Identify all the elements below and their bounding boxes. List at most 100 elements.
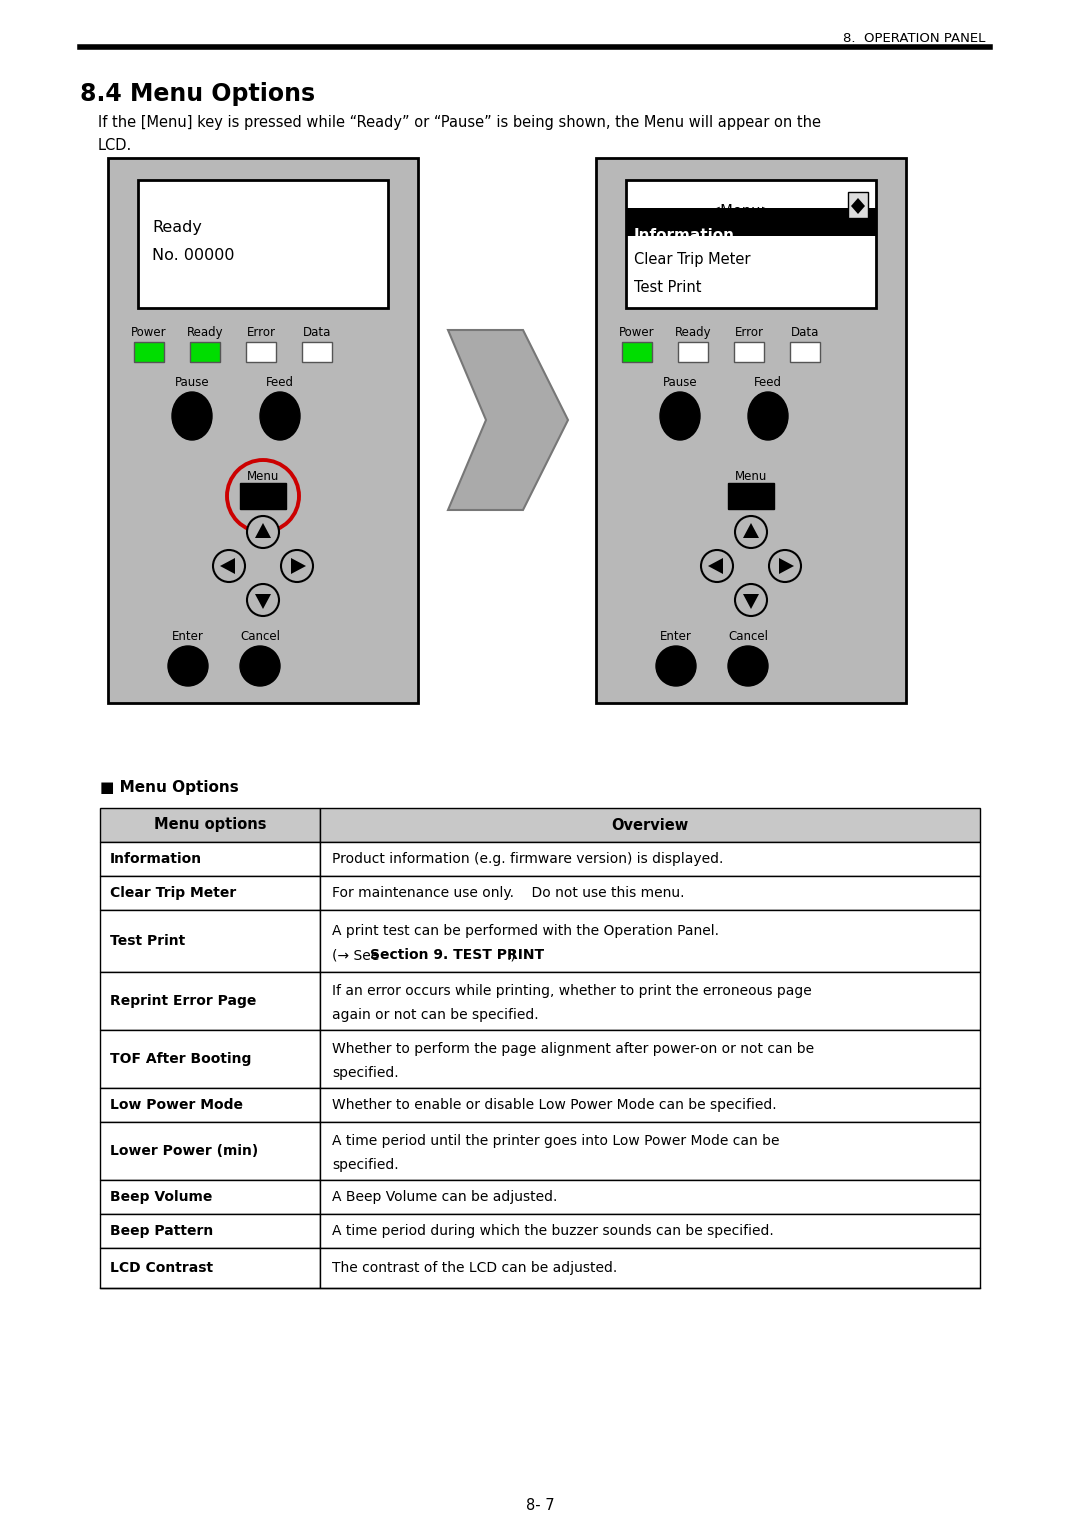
Polygon shape xyxy=(291,558,306,575)
Text: 8- 7: 8- 7 xyxy=(526,1497,554,1513)
Text: LCD Contrast: LCD Contrast xyxy=(110,1261,213,1274)
Bar xyxy=(320,1030,980,1088)
Text: A time period until the printer goes into Low Power Mode can be: A time period until the printer goes int… xyxy=(332,1134,780,1149)
Text: Data: Data xyxy=(791,325,820,339)
Circle shape xyxy=(240,646,280,686)
Bar xyxy=(320,876,980,911)
Text: No. 00000: No. 00000 xyxy=(152,248,234,263)
Bar xyxy=(100,1215,320,1248)
Bar xyxy=(626,208,876,235)
Text: Menu: Menu xyxy=(734,471,767,483)
Text: Section 9. TEST PRINT: Section 9. TEST PRINT xyxy=(370,949,544,963)
Text: Ready: Ready xyxy=(152,220,202,235)
Circle shape xyxy=(728,646,768,686)
Text: again or not can be specified.: again or not can be specified. xyxy=(332,1007,539,1022)
Text: Error: Error xyxy=(734,325,764,339)
Text: 8.  OPERATION PANEL: 8. OPERATION PANEL xyxy=(842,32,985,44)
Bar xyxy=(678,342,708,362)
Bar xyxy=(240,483,286,509)
Polygon shape xyxy=(779,558,794,575)
Text: Beep Pattern: Beep Pattern xyxy=(110,1224,213,1238)
Text: Error: Error xyxy=(246,325,275,339)
Bar xyxy=(138,180,388,309)
Bar xyxy=(848,193,868,219)
Circle shape xyxy=(247,516,279,549)
Ellipse shape xyxy=(260,393,300,440)
Bar xyxy=(100,1088,320,1122)
Text: Cancel: Cancel xyxy=(728,630,768,643)
Polygon shape xyxy=(851,199,865,206)
Ellipse shape xyxy=(172,393,212,440)
Bar xyxy=(320,972,980,1030)
Polygon shape xyxy=(743,523,759,538)
Text: Information: Information xyxy=(634,228,735,243)
Text: (→ See: (→ See xyxy=(332,949,383,963)
Text: For maintenance use only.    Do not use this menu.: For maintenance use only. Do not use thi… xyxy=(332,886,685,900)
Text: Power: Power xyxy=(619,325,654,339)
Text: Pause: Pause xyxy=(663,376,698,390)
Text: A time period during which the buzzer sounds can be specified.: A time period during which the buzzer so… xyxy=(332,1224,773,1238)
Bar xyxy=(728,483,774,509)
Text: Feed: Feed xyxy=(266,376,294,390)
Text: TOF After Booting: TOF After Booting xyxy=(110,1051,252,1067)
Text: Test Print: Test Print xyxy=(110,934,186,947)
Text: Feed: Feed xyxy=(754,376,782,390)
Circle shape xyxy=(656,646,696,686)
Text: ■ Menu Options: ■ Menu Options xyxy=(100,779,239,795)
Bar xyxy=(320,1248,980,1288)
Text: A Beep Volume can be adjusted.: A Beep Volume can be adjusted. xyxy=(332,1190,557,1204)
Text: Clear Trip Meter: Clear Trip Meter xyxy=(110,886,237,900)
Bar xyxy=(734,342,764,362)
Text: Menu options: Menu options xyxy=(153,817,267,833)
Circle shape xyxy=(247,584,279,616)
Bar xyxy=(789,342,820,362)
Circle shape xyxy=(769,550,801,582)
Text: Menu: Menu xyxy=(247,471,280,483)
Text: Power: Power xyxy=(131,325,166,339)
Text: LCD.: LCD. xyxy=(98,138,132,153)
Bar xyxy=(596,157,906,703)
Text: Product information (e.g. firmware version) is displayed.: Product information (e.g. firmware versi… xyxy=(332,853,724,866)
Bar xyxy=(100,911,320,972)
Circle shape xyxy=(281,550,313,582)
Bar xyxy=(100,876,320,911)
Bar xyxy=(302,342,332,362)
Text: Whether to perform the page alignment after power-on or not can be: Whether to perform the page alignment af… xyxy=(332,1042,814,1056)
Bar xyxy=(108,157,418,703)
Text: Cancel: Cancel xyxy=(240,630,280,643)
Bar xyxy=(320,842,980,876)
Text: specified.: specified. xyxy=(332,1065,399,1080)
Bar xyxy=(246,342,276,362)
Polygon shape xyxy=(448,330,568,510)
Text: specified.: specified. xyxy=(332,1158,399,1172)
Text: Clear Trip Meter: Clear Trip Meter xyxy=(634,252,751,267)
Text: Ready: Ready xyxy=(675,325,712,339)
Bar xyxy=(100,1180,320,1215)
Bar xyxy=(622,342,652,362)
Text: Low Power Mode: Low Power Mode xyxy=(110,1099,243,1112)
Bar xyxy=(320,808,980,842)
Text: Enter: Enter xyxy=(172,630,204,643)
Bar xyxy=(626,180,876,309)
Bar xyxy=(320,1088,980,1122)
Text: Ready: Ready xyxy=(187,325,224,339)
Polygon shape xyxy=(255,523,271,538)
Text: Enter: Enter xyxy=(660,630,692,643)
Text: If the [Menu] key is pressed while “Ready” or “Pause” is being shown, the Menu w: If the [Menu] key is pressed while “Read… xyxy=(98,115,821,130)
Text: The contrast of the LCD can be adjusted.: The contrast of the LCD can be adjusted. xyxy=(332,1261,618,1274)
Text: If an error occurs while printing, whether to print the erroneous page: If an error occurs while printing, wheth… xyxy=(332,984,812,998)
Bar xyxy=(320,1215,980,1248)
Text: Lower Power (min): Lower Power (min) xyxy=(110,1144,258,1158)
Circle shape xyxy=(213,550,245,582)
Bar xyxy=(100,808,320,842)
Bar xyxy=(100,1030,320,1088)
Polygon shape xyxy=(220,558,235,575)
Text: Pause: Pause xyxy=(175,376,210,390)
Polygon shape xyxy=(851,206,865,214)
Bar xyxy=(320,1180,980,1215)
Bar xyxy=(100,972,320,1030)
Circle shape xyxy=(735,516,767,549)
Text: Overview: Overview xyxy=(611,817,689,833)
Ellipse shape xyxy=(660,393,700,440)
Text: Data: Data xyxy=(302,325,332,339)
